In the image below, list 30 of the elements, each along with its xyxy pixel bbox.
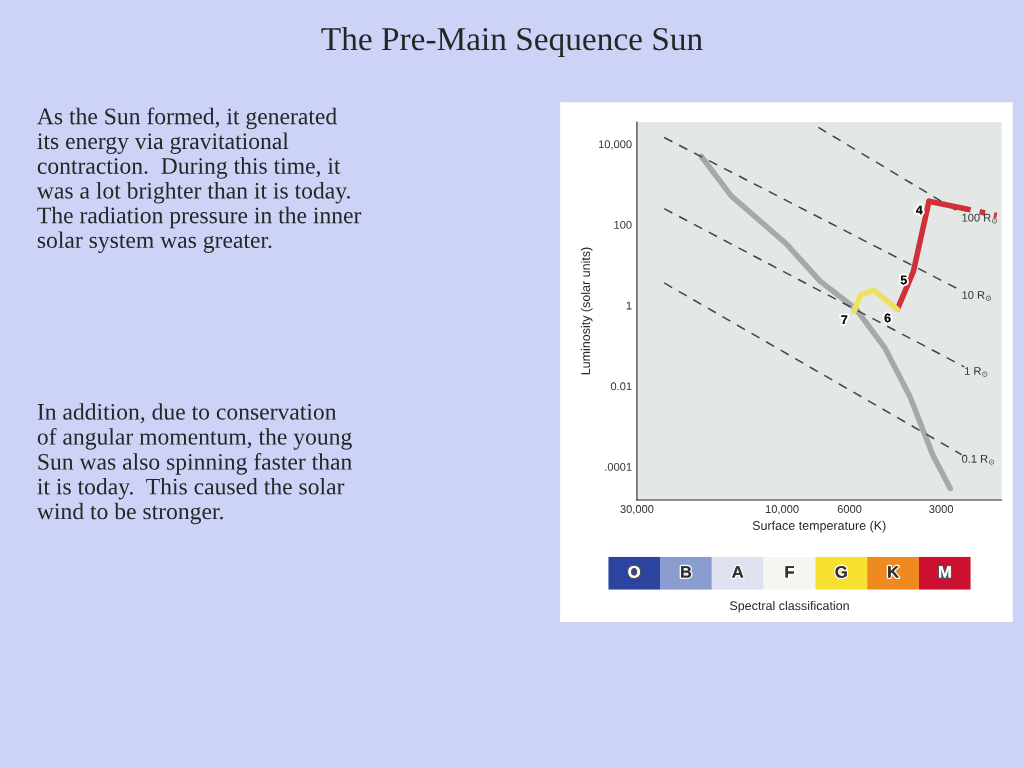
x-tick-label: 3000 (929, 505, 954, 513)
category-label: A (732, 566, 744, 578)
category-label: M (939, 566, 951, 578)
category-label: B (681, 566, 692, 578)
series-label: 10 R$_{⊙}$ (962, 291, 991, 301)
text: As the Sun formed, it generated its energy via gravitational contraction. During this time, it was a lot brighter than it is today. The radiation pressure in the inner solar system was greater. (36, 107, 362, 253)
y-tick-label: 10,000 (598, 140, 632, 150)
x-tick-label: 10,000 (765, 505, 799, 515)
annotation: 6 (884, 313, 891, 323)
x-axis-title: Surface temperature (K) (752, 520, 886, 533)
text: In addition, due to conservation of angular momentum, the young Sun was also spinning faster than it is today. This caused the solar wind to be stronger. (36, 403, 352, 525)
y-tick-label: 0.01 (610, 382, 632, 391)
y-tick-label: 1 (626, 301, 632, 310)
chart-title: The Pre-Main Sequence Sun (321, 26, 703, 58)
y-tick-label: 100 (614, 220, 632, 229)
category-label: K (888, 566, 899, 578)
annotation: 4 (915, 205, 923, 215)
y-tick-label: .0001 (605, 463, 632, 471)
series-label: 1 R$_{⊙}$ (965, 367, 988, 377)
annotation: 5 (900, 275, 907, 285)
text: Spectral classification (729, 600, 849, 613)
x-tick-label: 6000 (837, 505, 862, 513)
annotation: 7 (841, 315, 848, 325)
category-label: O (628, 565, 640, 578)
y-axis-title: Luminosity (solar units) (580, 247, 593, 375)
category-label: F (785, 566, 794, 578)
series-label: 100 R$_{⊙}$ (962, 213, 998, 224)
x-tick-label: 30,000 (620, 505, 654, 515)
series-label: 0.1 R$_{⊙}$ (962, 454, 995, 465)
category-label: G (835, 565, 847, 578)
